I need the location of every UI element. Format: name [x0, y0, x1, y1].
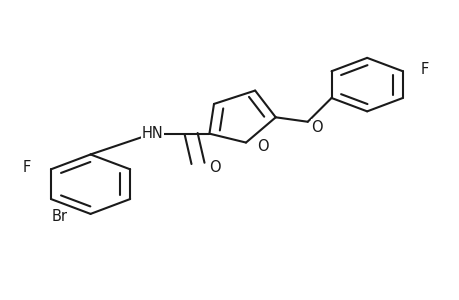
Text: F: F [22, 160, 30, 175]
Text: O: O [311, 120, 322, 135]
Text: HN: HN [141, 126, 163, 141]
Text: F: F [420, 62, 428, 77]
Text: O: O [209, 160, 221, 175]
Text: O: O [257, 139, 269, 154]
Text: Br: Br [51, 209, 67, 224]
